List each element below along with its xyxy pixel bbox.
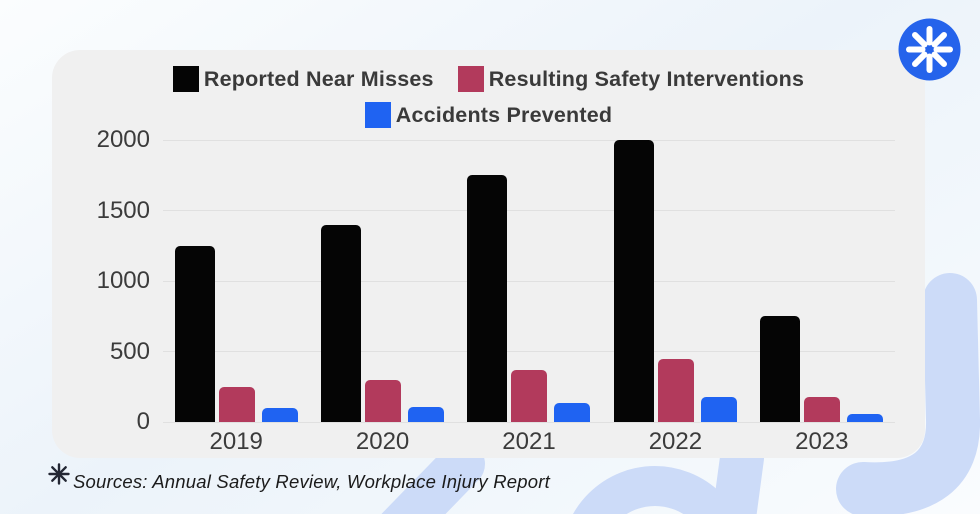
x-axis-label: 2022 [648,428,703,455]
plot-area [163,139,895,423]
y-axis: 0 500 1000 1500 2000 [52,126,150,435]
legend-row: Reported Near Misses Resulting Safety In… [172,66,805,92]
gridline [163,210,895,211]
legend-item-accidents-prevented: Accidents Prevented [364,102,613,128]
gridline [163,351,895,352]
near-misses-swatch-icon [172,66,199,92]
source-note: Sources: Annual Safety Review, Workplace… [48,463,550,493]
brand-logo [898,18,961,81]
y-tick-label: 0 [136,408,150,435]
asterisk-logo-icon [898,18,961,81]
bar-2022-accidents-prevented [700,397,737,422]
y-tick-label: 500 [109,337,150,365]
bar-group-2021 [456,140,602,422]
legend-label: Resulting Safety Interventions [488,66,805,91]
bar-2023-reported-near-misses [760,316,801,422]
y-tick-label: 1000 [96,267,150,294]
bar-2021-accidents-prevented [554,402,591,422]
bar-2022-resulting-safety-interventions [657,358,694,422]
x-axis: 2019 2020 2021 2022 2023 [163,428,895,460]
gridline [163,139,895,141]
x-axis-label: 2021 [502,428,556,455]
bar-2023-resulting-safety-interventions [804,397,841,422]
chart-legend: Reported Near Misses Resulting Safety In… [52,66,925,128]
x-axis-label: 2020 [355,428,410,455]
bar-2019-accidents-prevented [261,407,298,422]
gridline [163,421,895,423]
legend-item-interventions: Resulting Safety Interventions [457,66,805,92]
x-axis-label: 2023 [795,428,849,455]
bar-2019-reported-near-misses [174,245,215,422]
bar-2020-resulting-safety-interventions [365,379,402,422]
bars-layer [163,140,895,422]
bar-2020-reported-near-misses [321,224,362,422]
accidents-prevented-swatch-icon [364,102,391,128]
bar-group-2023 [749,140,895,422]
bar-2019-resulting-safety-interventions [218,386,255,422]
x-axis-label: 2019 [209,428,263,455]
bar-2020-accidents-prevented [408,406,445,422]
legend-label: Accidents Prevented [395,102,613,127]
bar-group-2020 [309,140,455,422]
bar-2021-resulting-safety-interventions [511,369,548,422]
y-tick-label: 1500 [96,196,150,224]
bar-group-2019 [163,140,309,422]
legend-item-near-misses: Reported Near Misses [172,66,434,92]
bar-2021-reported-near-misses [467,175,508,422]
legend-row: Accidents Prevented [364,102,613,128]
interventions-swatch-icon [457,66,484,92]
y-tick-label: 2000 [96,126,150,153]
bar-2022-reported-near-misses [613,140,654,422]
gridline [163,280,895,282]
chart-card: Reported Near Misses Resulting Safety In… [52,50,925,458]
asterisk-icon [48,463,70,485]
source-text: Sources: Annual Safety Review, Workplace… [73,471,550,492]
bar-2023-accidents-prevented [847,413,884,422]
legend-label: Reported Near Misses [203,66,434,91]
bar-group-2022 [602,140,748,422]
